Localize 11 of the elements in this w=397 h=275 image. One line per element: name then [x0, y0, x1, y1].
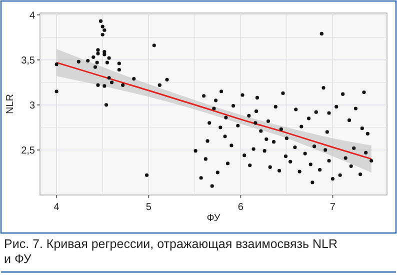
y-tick-label: 3 [29, 100, 36, 112]
y-tick-label: 4 [29, 10, 36, 22]
y-axis-title: NLR [5, 94, 16, 114]
x-tick-label: 7 [330, 202, 336, 213]
text: Рис. 7. Кривая регрессии, отражающая взаимосвязь NLR и ФУ [4, 237, 338, 266]
x-axis-title: ФУ [206, 213, 221, 224]
y-tick-label: 3,5 [21, 55, 36, 66]
x-tick-label: 5 [146, 202, 152, 213]
x-tick-label: 4 [54, 202, 60, 213]
y-tick-label: 2,5 [21, 145, 36, 156]
x-tick-label: 6 [238, 202, 244, 213]
